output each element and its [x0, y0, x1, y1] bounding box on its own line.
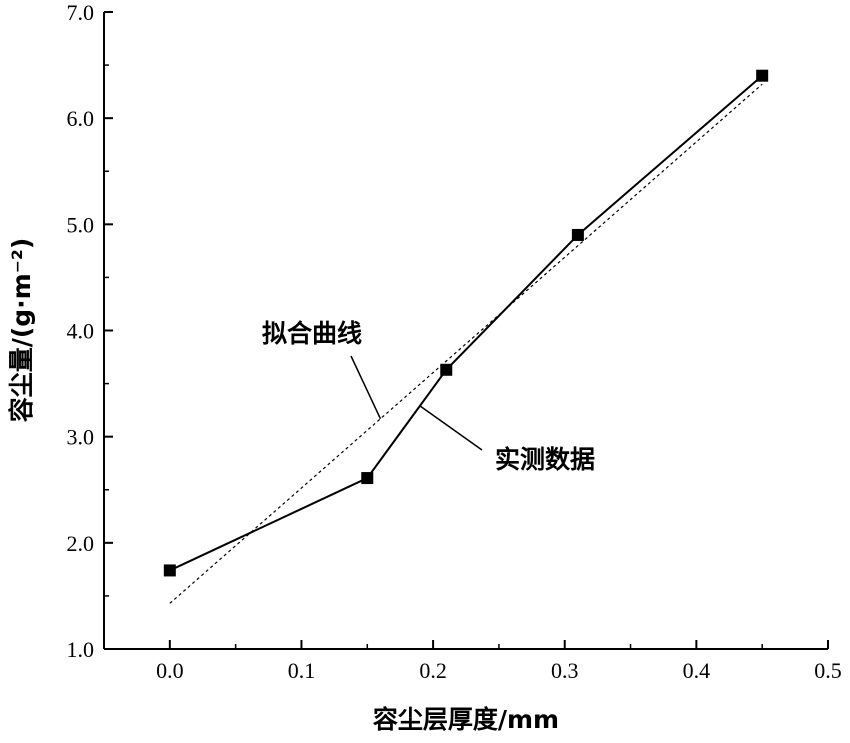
x-tick-label: 0.0 [156, 658, 184, 683]
measured-data-line [169, 74, 763, 572]
y-axis-ticks: 1.0 2.0 3.0 4.0 5.0 6.0 7.0 [67, 0, 113, 662]
y-tick-label: 7.0 [67, 0, 95, 25]
x-tick-label: 0.4 [683, 658, 711, 683]
x-axis-ticks: 0.0 0.1 0.2 0.3 0.4 0.5 [103, 640, 842, 683]
annotation-label: 实测数据 [495, 445, 595, 474]
plot-area [163, 69, 769, 604]
data-point-marker [571, 228, 584, 241]
x-tick-label: 0.3 [551, 658, 579, 683]
x-axis-title: 容尘层厚度/mm [373, 705, 559, 734]
x-tick-label: 0.2 [419, 658, 447, 683]
y-tick-label: 3.0 [67, 425, 95, 450]
y-axis-title: 容尘量/(g·m⁻²) [7, 238, 36, 423]
annotation-leader-line [419, 405, 483, 451]
annotation-leader-line [350, 355, 382, 420]
y-tick-label: 4.0 [67, 319, 95, 344]
fit-curve-line [169, 83, 763, 604]
y-tick-label: 2.0 [67, 531, 95, 556]
x-tick-label: 0.1 [288, 658, 316, 683]
x-tick-label: 0.5 [814, 658, 842, 683]
axes [103, 12, 828, 650]
y-tick-label: 1.0 [67, 637, 95, 662]
data-point-marker [163, 564, 176, 577]
y-tick-label: 6.0 [67, 106, 95, 131]
data-point-marker [756, 69, 769, 82]
data-point-marker [361, 472, 374, 485]
annotation-label: 拟合曲线 [262, 319, 362, 348]
y-tick-label: 5.0 [67, 212, 95, 237]
data-point-marker [440, 363, 453, 376]
